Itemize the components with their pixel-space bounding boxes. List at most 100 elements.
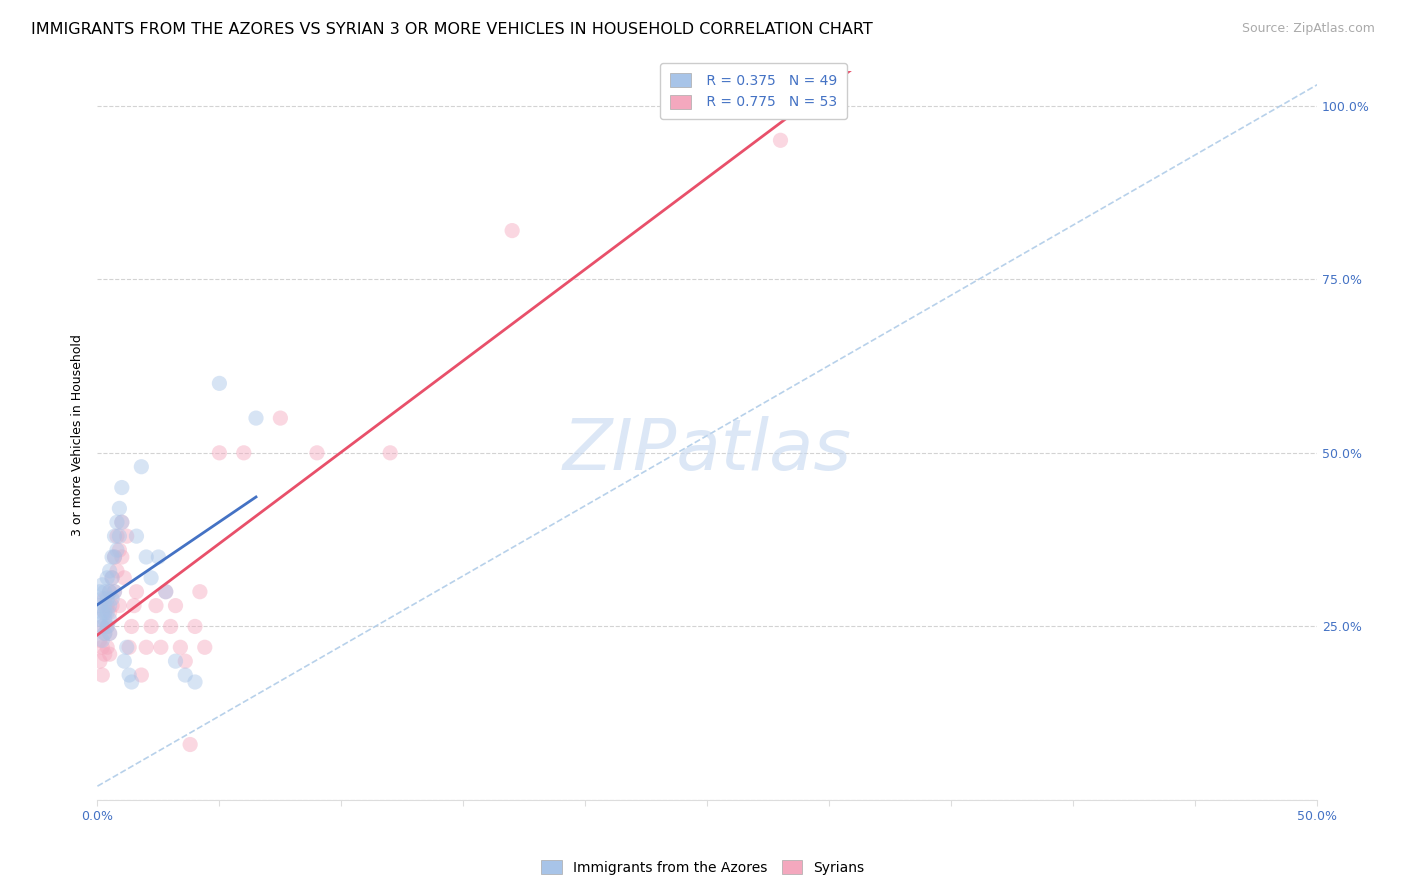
Point	[115, 529, 138, 543]
Point	[98, 584, 121, 599]
Point	[91, 668, 114, 682]
Point	[94, 584, 117, 599]
Point	[94, 613, 117, 627]
Point	[165, 599, 187, 613]
Y-axis label: 3 or more Vehicles in Household: 3 or more Vehicles in Household	[72, 334, 84, 536]
Point	[501, 224, 523, 238]
Point	[101, 549, 124, 564]
Point	[108, 529, 131, 543]
Point	[91, 591, 114, 606]
Point	[89, 599, 111, 613]
Legend:  R = 0.375   N = 49,  R = 0.775   N = 53: R = 0.375 N = 49, R = 0.775 N = 53	[659, 63, 846, 120]
Point	[105, 564, 128, 578]
Point	[98, 584, 121, 599]
Point	[131, 459, 153, 474]
Point	[179, 738, 201, 752]
Text: IMMIGRANTS FROM THE AZORES VS SYRIAN 3 OR MORE VEHICLES IN HOUSEHOLD CORRELATION: IMMIGRANTS FROM THE AZORES VS SYRIAN 3 O…	[31, 22, 873, 37]
Point	[174, 654, 197, 668]
Point	[94, 626, 117, 640]
Point	[91, 619, 114, 633]
Point	[118, 668, 141, 682]
Point	[94, 647, 117, 661]
Point	[208, 446, 231, 460]
Point	[159, 619, 181, 633]
Point	[94, 606, 117, 620]
Point	[101, 571, 124, 585]
Point	[105, 543, 128, 558]
Point	[89, 613, 111, 627]
Point	[101, 599, 124, 613]
Point	[94, 599, 117, 613]
Point	[111, 516, 134, 530]
Point	[111, 516, 134, 530]
Point	[103, 549, 125, 564]
Point	[155, 584, 177, 599]
Point	[96, 606, 118, 620]
Point	[131, 668, 153, 682]
Point	[98, 626, 121, 640]
Point	[91, 619, 114, 633]
Point	[112, 654, 135, 668]
Point	[98, 647, 121, 661]
Point	[122, 599, 145, 613]
Point	[94, 606, 117, 620]
Point	[380, 446, 402, 460]
Point	[91, 640, 114, 655]
Point	[101, 571, 124, 585]
Point	[232, 446, 254, 460]
Point	[165, 654, 187, 668]
Point	[96, 599, 118, 613]
Point	[91, 633, 114, 648]
Point	[305, 446, 328, 460]
Point	[96, 619, 118, 633]
Text: ZIPatlas: ZIPatlas	[562, 416, 852, 484]
Point	[103, 584, 125, 599]
Point	[98, 613, 121, 627]
Point	[98, 626, 121, 640]
Point	[98, 564, 121, 578]
Point	[103, 549, 125, 564]
Point	[98, 599, 121, 613]
Point	[108, 501, 131, 516]
Point	[89, 584, 111, 599]
Point	[96, 619, 118, 633]
Point	[103, 584, 125, 599]
Point	[145, 599, 167, 613]
Point	[269, 411, 291, 425]
Point	[96, 571, 118, 585]
Point	[115, 640, 138, 655]
Point	[94, 626, 117, 640]
Point	[111, 549, 134, 564]
Point	[108, 543, 131, 558]
Point	[103, 529, 125, 543]
Point	[769, 133, 792, 147]
Point	[121, 675, 143, 690]
Point	[105, 529, 128, 543]
Point	[194, 640, 217, 655]
Point	[245, 411, 267, 425]
Point	[89, 633, 111, 648]
Point	[111, 481, 134, 495]
Point	[96, 640, 118, 655]
Point	[94, 591, 117, 606]
Point	[139, 619, 162, 633]
Text: Source: ZipAtlas.com: Source: ZipAtlas.com	[1241, 22, 1375, 36]
Point	[121, 619, 143, 633]
Point	[135, 549, 157, 564]
Point	[135, 640, 157, 655]
Point	[148, 549, 170, 564]
Point	[208, 376, 231, 391]
Point	[184, 675, 207, 690]
Point	[149, 640, 172, 655]
Point	[184, 619, 207, 633]
Legend: Immigrants from the Azores, Syrians: Immigrants from the Azores, Syrians	[536, 855, 870, 880]
Point	[188, 584, 211, 599]
Point	[112, 571, 135, 585]
Point	[125, 529, 148, 543]
Point	[101, 591, 124, 606]
Point	[89, 654, 111, 668]
Point	[91, 578, 114, 592]
Point	[125, 584, 148, 599]
Point	[169, 640, 191, 655]
Point	[155, 584, 177, 599]
